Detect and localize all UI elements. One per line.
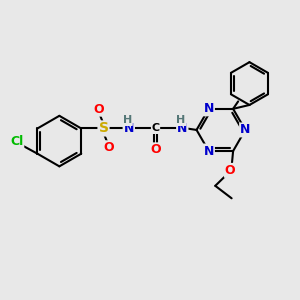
Text: C: C <box>152 124 160 134</box>
Text: N: N <box>240 123 250 136</box>
Text: N: N <box>203 145 214 158</box>
Text: H: H <box>176 115 185 125</box>
Text: O: O <box>225 164 236 177</box>
Text: O: O <box>93 103 104 116</box>
Text: N: N <box>177 122 188 135</box>
Text: O: O <box>103 141 114 154</box>
Text: S: S <box>98 122 109 136</box>
Text: N: N <box>203 102 214 115</box>
Text: Cl: Cl <box>10 135 23 148</box>
Text: H: H <box>123 115 132 125</box>
Text: O: O <box>150 143 161 156</box>
Text: N: N <box>124 122 134 135</box>
